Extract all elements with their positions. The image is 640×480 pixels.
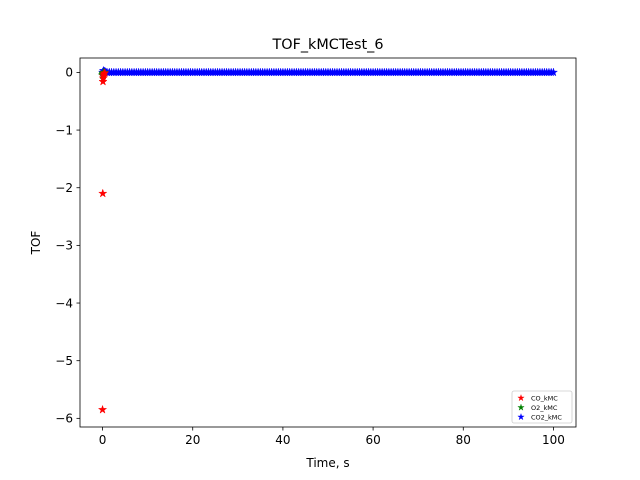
point-co-kmc bbox=[97, 404, 108, 414]
point-co-kmc bbox=[98, 188, 108, 198]
x-tick-label: 100 bbox=[542, 433, 565, 447]
x-axis-label: Time, s bbox=[305, 456, 349, 470]
y-tick-label: −4 bbox=[55, 296, 73, 310]
legend-box bbox=[511, 390, 573, 424]
plot-area bbox=[97, 65, 559, 414]
axes-frame bbox=[79, 57, 577, 428]
legend-marker bbox=[517, 403, 525, 411]
legend-label: CO2_kMC bbox=[531, 413, 562, 421]
y-axis: 0 −1 −2 −3 −4 −5 −6 bbox=[55, 66, 80, 426]
y-axis-label: TOF bbox=[29, 231, 43, 256]
x-tick-label: 20 bbox=[185, 433, 200, 447]
point-co-kmc bbox=[98, 76, 108, 86]
y-tick-label: −6 bbox=[55, 412, 73, 426]
y-tick-label: −2 bbox=[55, 181, 73, 195]
chart-title: TOF_kMCTest_6 bbox=[271, 37, 383, 53]
y-tick-label: −1 bbox=[55, 123, 73, 137]
x-tick-label: 0 bbox=[99, 433, 107, 447]
point-co-kmc bbox=[100, 67, 110, 78]
x-tick-label: 60 bbox=[365, 433, 380, 447]
x-axis: 0 20 40 60 80 100 bbox=[99, 427, 565, 447]
x-tick-label: 80 bbox=[456, 433, 471, 447]
legend-marker bbox=[517, 413, 525, 421]
legend-label: CO_kMC bbox=[531, 394, 558, 402]
x-tick-label: 40 bbox=[275, 433, 290, 447]
point-co2-kmc bbox=[548, 67, 559, 77]
legend-marker bbox=[517, 394, 525, 402]
y-tick-label: 0 bbox=[65, 66, 73, 80]
legend-label: O2_kMC bbox=[531, 404, 558, 412]
y-tick-label: −3 bbox=[55, 239, 73, 253]
y-tick-label: −5 bbox=[55, 354, 73, 368]
